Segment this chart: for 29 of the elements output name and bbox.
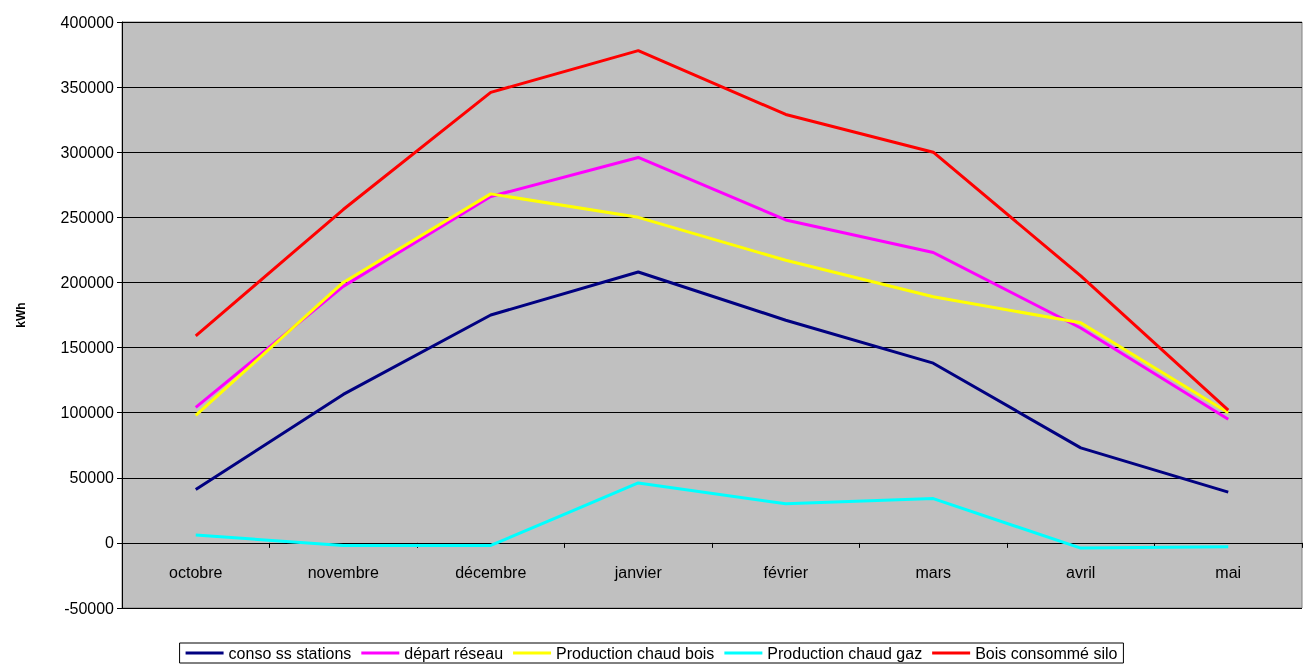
line-series bbox=[194, 270, 1230, 494]
x-tick-label: novembre bbox=[307, 563, 379, 581]
x-tick-label: mars bbox=[915, 563, 952, 581]
x-tick-label: décembre bbox=[455, 563, 527, 581]
y-tick-label: 350000 bbox=[60, 78, 115, 96]
line-series bbox=[194, 155, 1230, 421]
legend-label: Production chaud gaz bbox=[767, 644, 923, 662]
line-series bbox=[194, 192, 1230, 417]
y-tick-label: 250000 bbox=[60, 208, 115, 226]
y-tick-label: 0 bbox=[105, 534, 115, 552]
y-axis-title: kWh bbox=[14, 302, 28, 328]
line-series bbox=[194, 481, 1230, 550]
legend-label: Production chaud bois bbox=[556, 644, 715, 662]
y-tick-label: 200000 bbox=[60, 273, 115, 291]
y-tick-label: 400000 bbox=[60, 13, 115, 31]
y-tick-label: -50000 bbox=[64, 599, 115, 617]
y-tick-label: 100000 bbox=[60, 404, 115, 422]
x-tick-label: octobre bbox=[169, 563, 223, 581]
line-series bbox=[194, 49, 1230, 412]
x-tick-label: janvier bbox=[613, 563, 663, 581]
y-tick-label: 300000 bbox=[60, 143, 115, 161]
x-tick-label: avril bbox=[1066, 563, 1096, 581]
x-tick-label: février bbox=[763, 563, 809, 581]
y-tick-label: 50000 bbox=[69, 469, 115, 487]
legend-label: départ réseau bbox=[404, 644, 504, 662]
legend-label: Bois consommé silo bbox=[975, 644, 1118, 662]
x-tick-label: mai bbox=[1215, 563, 1242, 581]
y-tick-label: 150000 bbox=[60, 339, 115, 357]
legend-label: conso ss stations bbox=[228, 644, 352, 662]
